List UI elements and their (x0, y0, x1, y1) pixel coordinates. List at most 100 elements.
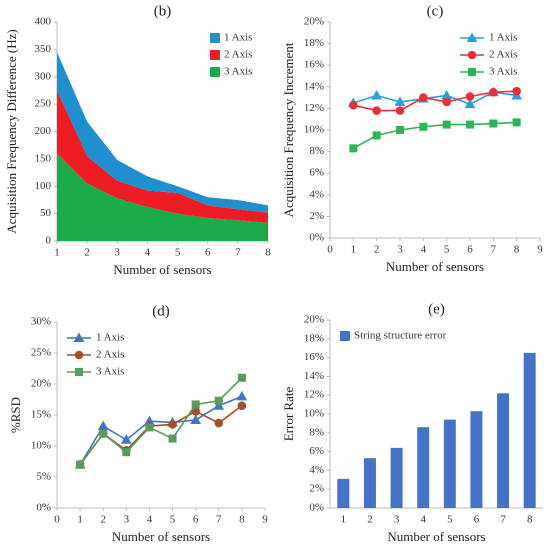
y-tick-label: 8% (309, 145, 324, 157)
legend-label: 3 Axis (489, 66, 517, 78)
x-tick-label: 1 (351, 244, 357, 256)
bar (497, 393, 510, 508)
marker (489, 87, 498, 97)
marker (349, 100, 358, 110)
legend-swatch (210, 67, 220, 77)
x-tick-label: 1 (341, 514, 347, 526)
legend-label: 2 Axis (224, 49, 252, 61)
legend-label: 2 Axis (489, 49, 517, 61)
x-tick-label: 7 (500, 514, 506, 526)
area (57, 153, 268, 241)
y-tick-label: 15% (31, 409, 51, 421)
chart-title: (d) (152, 303, 170, 319)
marker (214, 418, 224, 428)
x-tick-label: 1 (77, 514, 83, 526)
marker (168, 434, 177, 443)
legend-label: 1 Axis (224, 32, 252, 44)
marker (466, 32, 478, 42)
y-tick-label: 2% (309, 483, 324, 495)
x-tick-label: 6 (474, 514, 480, 526)
x-tick-label: 2 (84, 247, 90, 259)
x-tick-label: 9 (262, 514, 268, 526)
marker (237, 401, 247, 411)
x-tick-label: 0 (327, 244, 333, 256)
y-tick-label: 0% (309, 232, 324, 244)
y-tick-label: 14% (304, 80, 324, 92)
x-tick-label: 7 (216, 514, 222, 526)
x-tick-label: 4 (147, 514, 153, 526)
y-tick-label: 100 (35, 180, 52, 192)
y-tick-label: 18% (304, 37, 324, 49)
y-tick-label: 150 (35, 152, 52, 164)
y-tick-label: 50 (40, 207, 52, 219)
x-tick-label: 5 (444, 244, 450, 256)
marker (76, 460, 85, 469)
area (57, 52, 268, 213)
marker (419, 93, 428, 102)
y-tick-label: 0% (36, 502, 51, 514)
y-tick-label: 16% (304, 59, 324, 71)
x-axis-label: Number of sensors (386, 259, 484, 274)
marker (237, 373, 246, 382)
y-tick-label: 10% (304, 124, 324, 136)
x-axis-label: Number of sensors (112, 529, 210, 544)
marker (442, 120, 451, 129)
marker (236, 390, 248, 401)
x-tick-label: 2 (367, 514, 373, 526)
marker (512, 118, 521, 127)
marker (190, 414, 202, 424)
x-tick-label: 2 (374, 244, 380, 256)
marker (442, 97, 451, 107)
x-tick-label: 7 (235, 247, 241, 259)
marker (120, 434, 132, 444)
y-axis-label: %RSD (8, 397, 23, 433)
y-tick-label: 14% (304, 370, 324, 382)
y-tick-label: 16% (304, 351, 324, 363)
chart-title: (e) (428, 301, 445, 317)
marker (74, 350, 84, 360)
bar (443, 419, 456, 508)
bar (363, 458, 376, 508)
chart-title: (b) (154, 3, 172, 19)
x-tick-label: 8 (514, 244, 520, 256)
x-tick-label: 5 (175, 247, 181, 259)
y-tick-label: 20% (31, 378, 51, 390)
x-tick-label: 8 (527, 514, 533, 526)
y-tick-label: 20% (304, 314, 324, 326)
y-tick-label: 200 (35, 125, 52, 137)
y-axis-label: Acquisition Frequency Difference (Hz) (4, 29, 19, 233)
marker (75, 368, 83, 376)
marker (122, 448, 131, 457)
y-tick-label: 4% (309, 188, 324, 200)
marker (349, 144, 358, 153)
y-tick-label: 25% (31, 347, 51, 359)
marker (191, 400, 200, 409)
marker (213, 400, 225, 410)
y-tick-label: 5% (36, 471, 51, 483)
x-tick-label: 4 (420, 514, 426, 526)
marker (99, 429, 108, 438)
x-tick-label: 8 (239, 514, 245, 526)
y-tick-label: 18% (304, 332, 324, 344)
marker (468, 68, 476, 76)
x-tick-label: 3 (124, 514, 130, 526)
y-tick-label: 350 (35, 43, 52, 55)
y-tick-label: 10% (304, 408, 324, 420)
y-tick-label: 6% (309, 167, 324, 179)
x-tick-label: 6 (205, 247, 211, 259)
marker (465, 92, 475, 101)
area (57, 90, 268, 223)
marker (214, 396, 223, 405)
y-tick-label: 8% (309, 426, 324, 438)
chart-panel: (c) Number of sensors Acquisition Frequenc… (281, 3, 543, 274)
legend-swatch (340, 331, 350, 341)
y-tick-label: 300 (35, 70, 52, 82)
marker (489, 119, 498, 128)
x-tick-label: 1 (54, 247, 60, 259)
y-tick-label: 2% (309, 210, 324, 222)
y-tick-label: 10% (31, 440, 51, 452)
marker (372, 131, 381, 140)
y-tick-label: 250 (35, 98, 52, 110)
bar (337, 478, 350, 508)
